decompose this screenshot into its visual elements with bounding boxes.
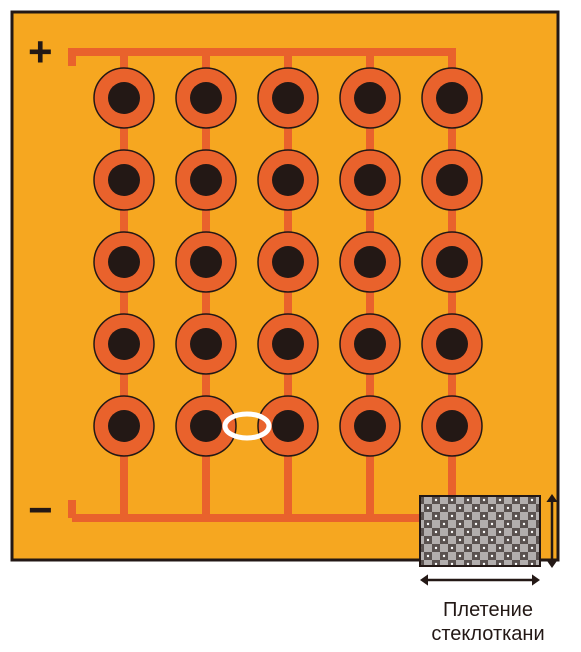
terminal-plus: + bbox=[28, 28, 53, 76]
diagram-root: + − Плетение стеклоткани bbox=[0, 0, 581, 652]
weave-caption: Плетение стеклоткани bbox=[408, 598, 568, 646]
diagram-svg bbox=[0, 0, 581, 652]
caption-line2: стеклоткани bbox=[431, 623, 544, 645]
terminal-minus: − bbox=[28, 486, 53, 534]
caption-line1: Плетение bbox=[443, 599, 533, 621]
